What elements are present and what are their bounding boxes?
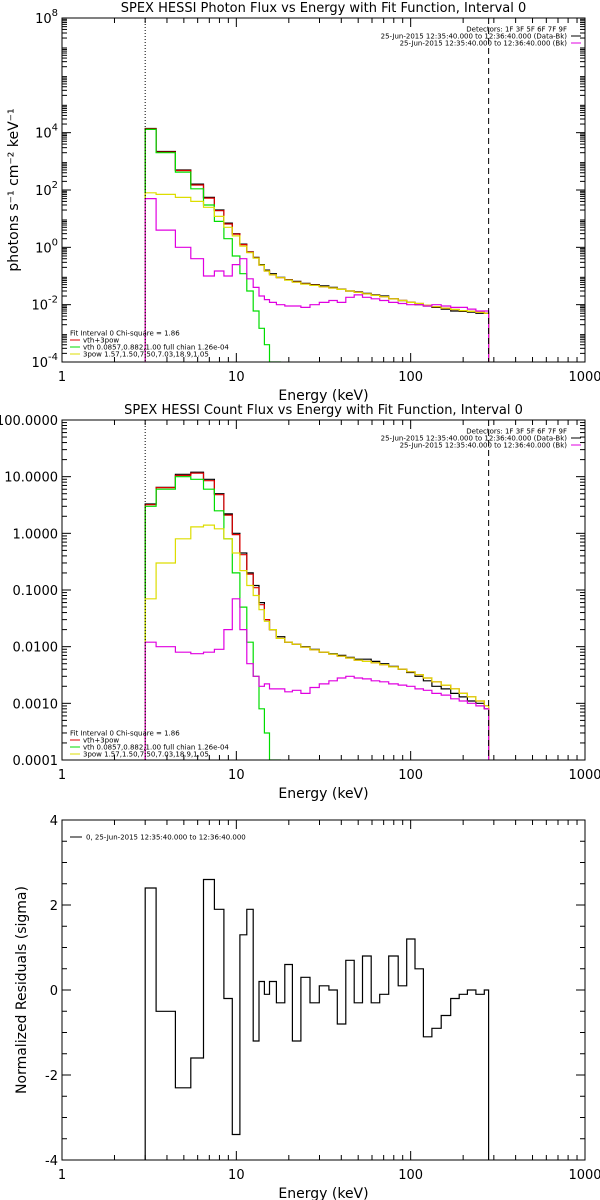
y-tick-label: 100.0000 [0,414,58,429]
series-line-4 [144,524,490,760]
y-tick-base: 10 [35,184,52,199]
series-line-2 [144,128,490,362]
x-tick-label: 100 [398,768,423,783]
x-axis-label: Energy (keV) [278,786,368,802]
y-tick-exponent: -4 [48,352,58,363]
series-group [144,471,490,760]
y-tick-label: 10-4 [31,352,58,371]
chart-panel-3: 1 10 100 1000 Energy (keV) -4 -2 0 2 4 Normalized … [14,814,600,1200]
x-tick-label: 100 [398,370,423,385]
x-tick-label: 1 [58,370,66,385]
legend-entry: Detectors: 1F 3F 5F 6F 7F 9F [466,428,567,436]
y-tick-label: 0.1000 [13,584,59,599]
series-line-5 [144,198,490,362]
y-tick-exponent: 4 [52,123,58,134]
x-tick-label: 1000 [568,1168,600,1183]
plot-frame [61,819,586,1161]
series-line-1 [144,878,490,1160]
series-group [144,878,490,1160]
legend-entry: 25-Jun-2015 12:35:40.000 to 12:36:40.000… [400,40,568,48]
x-tick-label: 10 [228,370,245,385]
legend-entry: Fit Interval 0 Chi-square = 1.86 [70,330,180,338]
y-tick-label: 100 [35,237,58,256]
series-line-3 [144,476,281,760]
series-line-5 [144,598,490,760]
y-tick-exponent: 0 [52,237,58,248]
series-line-4 [144,192,490,362]
y-tick-base: 10 [31,356,48,371]
legend-entry: 25-Jun-2015 12:35:40.000 to 12:36:40.000… [381,33,568,41]
series-line-1 [144,127,490,362]
legend-entry: 3pow 1.57,1.50,7.50,7.03,18.9,1.05 [83,351,209,359]
series-line-2 [144,472,490,760]
y-tick-label: 104 [35,123,58,142]
y-tick-label: 4 [50,814,58,829]
x-tick-label: 1 [58,768,66,783]
y-tick-base: 10 [35,127,52,142]
x-tick-label: 1000 [568,370,600,385]
legend-entry: 25-Jun-2015 12:35:40.000 to 12:36:40.000… [400,442,568,450]
y-tick-exponent: -2 [48,295,58,306]
y-tick-label: 0.0001 [13,754,59,769]
y-tick-label: -2 [45,1069,58,1084]
x-tick-label: 1 [58,1168,66,1183]
legend-entry: 3pow 1.57,1.50,7.50,7.03,18.9,1.05 [83,751,209,759]
y-tick-exponent: 8 [52,8,58,19]
y-tick-label: 1.0000 [13,527,59,542]
x-axis-label: Energy (keV) [278,1186,368,1200]
chart-panel-1: SPEX HESSI Photon Flux vs Energy with Fi… [6,1,600,404]
y-tick-label: 102 [35,180,58,199]
y-tick-label: 0.0100 [13,641,59,656]
x-tick-label: 100 [398,1168,423,1183]
legend-entry: 25-Jun-2015 12:35:40.000 to 12:36:40.000… [381,435,568,443]
y-tick-label: 10-2 [31,295,58,314]
y-tick-label: 0 [50,984,58,999]
legend-entry: Fit Interval 0 Chi-square = 1.86 [70,730,180,738]
y-tick-label: 2 [50,899,58,914]
series-line-3 [144,128,281,362]
series-group [144,127,490,362]
legend-entry: vth+3pow [83,337,119,345]
x-tick-label: 10 [228,768,245,783]
y-tick-base: 10 [31,299,48,314]
x-axis-label: Energy (keV) [278,388,368,404]
legend-entry: vth+3pow [83,737,119,745]
legend-entry: Detectors: 1F 3F 5F 6F 7F 9F [466,26,567,34]
y-tick-label: -4 [45,1154,58,1169]
plot-frame [61,419,586,761]
x-tick-label: 1000 [568,768,600,783]
x-tick-label: 10 [228,1168,245,1183]
y-tick-label: 0.0010 [13,697,59,712]
chart-panel-2: SPEX HESSI Count Flux vs Energy with Fit… [0,403,600,802]
legend-entry: vth 0.0857,0.882,1.00 full chian 1.26e-0… [83,744,229,752]
chart-title: SPEX HESSI Count Flux vs Energy with Fit… [124,403,523,418]
plot-frame [61,17,586,363]
y-axis-label: Normalized Residuals (sigma) [14,886,30,1094]
y-tick-exponent: 2 [52,180,58,191]
series-line-1 [144,471,490,760]
y-axis-label: photons s⁻¹ cm⁻² keV⁻¹ [6,108,22,271]
y-tick-label: 10.0000 [4,471,58,486]
chart-title: SPEX HESSI Photon Flux vs Energy with Fi… [121,1,527,16]
y-tick-base: 10 [35,12,52,27]
y-tick-label: 108 [35,8,58,27]
legend-entry: 0, 25-Jun-2015 12:35:40.000 to 12:36:40.… [86,834,246,842]
legend-entry: vth 0.0857,0.882,1.00 full chian 1.26e-0… [83,344,229,352]
y-tick-base: 10 [35,241,52,256]
